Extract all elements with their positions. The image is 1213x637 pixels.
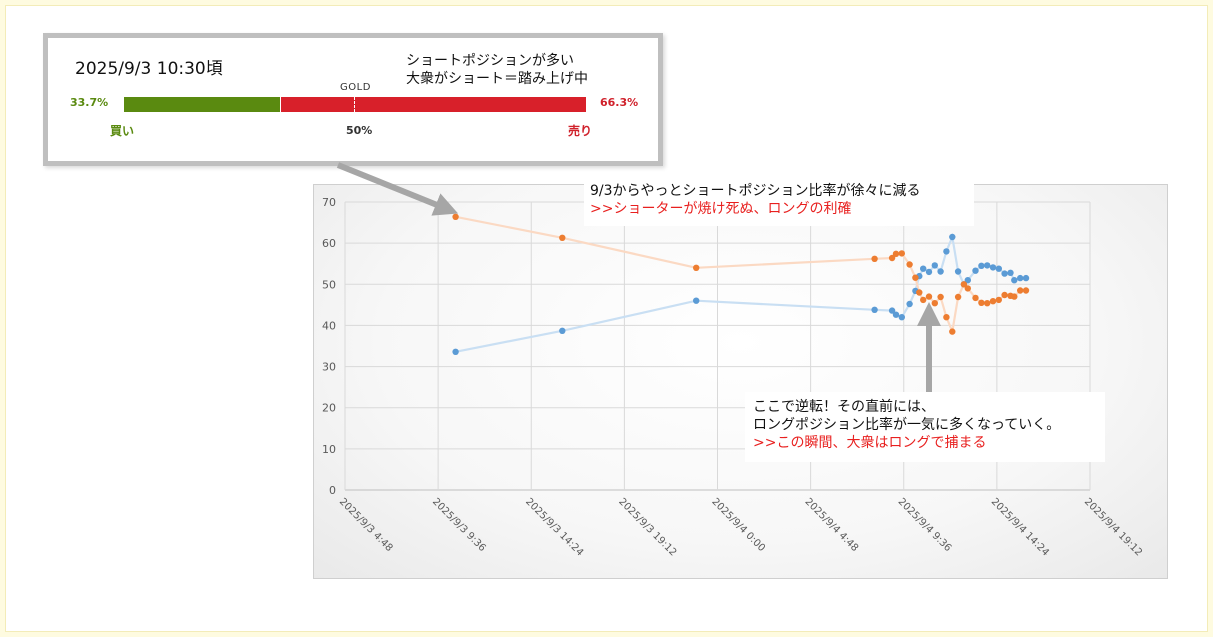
data-point (1011, 277, 1018, 284)
y-tick-label: 40 (322, 319, 336, 332)
data-point (984, 262, 991, 269)
position-ratio-panel: 2025/9/3 10:30頃 ショートポジションが多い 大衆がショート＝踏み上… (43, 33, 663, 166)
data-point (1017, 287, 1024, 294)
data-point (1001, 270, 1008, 277)
data-point (925, 268, 933, 276)
data-point (978, 262, 985, 269)
short-label: 売り (568, 124, 593, 138)
data-point (925, 293, 933, 300)
data-point (888, 307, 896, 314)
data-point (949, 233, 956, 241)
data-point (916, 289, 923, 296)
midpoint-label: 50% (346, 124, 373, 137)
data-point (920, 296, 927, 304)
data-point (1022, 274, 1030, 282)
data-point (1022, 287, 1030, 294)
y-tick-label: 50 (322, 278, 336, 291)
data-point (989, 264, 997, 271)
data-point (931, 262, 938, 269)
y-tick-label: 10 (322, 443, 336, 456)
chart-panel (313, 184, 1168, 579)
data-point (892, 250, 900, 257)
annotation-top-line1: 9/3からやっとショートポジション比率が徐々に減る (590, 183, 921, 199)
y-tick-label: 70 (322, 196, 336, 209)
short-ratio-bar (281, 97, 586, 112)
data-point (898, 314, 905, 321)
data-point (693, 297, 700, 304)
short-percent: 66.3% (600, 96, 639, 109)
midpoint-marker (354, 97, 355, 112)
data-point (906, 300, 913, 308)
data-point (920, 265, 927, 272)
data-point (937, 293, 944, 301)
data-point (989, 298, 997, 305)
inset-note-line2: 大衆がショート＝踏み上げ中 (406, 71, 588, 87)
data-point (898, 250, 905, 257)
long-label: 買い (110, 124, 135, 138)
annotation-bottom-line2: ロングポジション比率が一気に多くなっていく。 (753, 417, 1061, 433)
data-point (1017, 274, 1024, 282)
long-percent: 33.7% (70, 96, 109, 109)
inset-note-line1: ショートポジションが多い (406, 53, 574, 69)
data-point (978, 299, 985, 306)
data-point (949, 328, 956, 335)
data-point (995, 265, 1002, 272)
snapshot-datetime: 2025/9/3 10:30頃 (75, 59, 223, 79)
data-point (937, 268, 944, 275)
data-point (1007, 269, 1014, 276)
y-tick-label: 20 (322, 402, 336, 415)
data-point (943, 314, 950, 321)
data-point (892, 311, 900, 318)
data-point (954, 293, 962, 301)
data-point (559, 234, 566, 241)
y-tick-label: 60 (322, 237, 336, 250)
data-point (452, 348, 459, 355)
data-point (906, 261, 913, 268)
y-tick-label: 0 (329, 484, 336, 497)
long-ratio-bar (124, 97, 280, 112)
data-point (984, 300, 991, 307)
instrument-label: GOLD (340, 82, 371, 93)
data-point (964, 285, 971, 292)
annotation-bottom-line1: ここで逆転！その直前には、 (753, 399, 935, 415)
data-point (943, 248, 950, 255)
y-tick-label: 30 (322, 361, 336, 374)
data-point (972, 267, 979, 274)
annotation-top: 9/3からやっとショートポジション比率が徐々に減る >>ショーターが焼け死ぬ、ロ… (584, 180, 974, 226)
annotation-top-line2: >>ショーターが焼け死ぬ、ロングの利確 (590, 201, 852, 217)
data-point (1001, 291, 1008, 299)
data-point (954, 268, 962, 275)
data-point (559, 327, 566, 334)
data-point (912, 274, 919, 281)
data-point (960, 281, 968, 288)
data-point (871, 255, 878, 262)
data-point (888, 254, 896, 262)
data-point (693, 264, 700, 271)
data-point (1011, 293, 1018, 300)
arrow-to-chart-point (336, 162, 459, 216)
data-point (871, 306, 878, 313)
data-point (972, 294, 979, 302)
annotation-bottom-line3: >>この瞬間、大衆はロングで捕まる (753, 435, 987, 451)
annotation-bottom: ここで逆転！その直前には、 ロングポジション比率が一気に多くなっていく。 >>こ… (745, 392, 1105, 462)
data-point (995, 296, 1002, 304)
data-point (964, 277, 971, 284)
